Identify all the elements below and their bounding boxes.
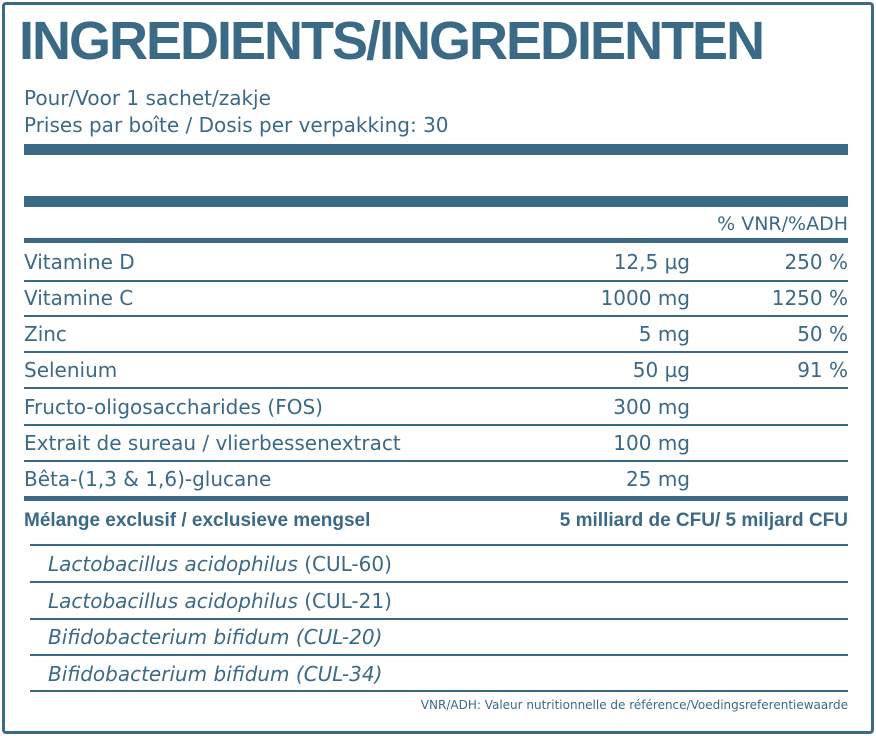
nutrient-pct: 91 % — [797, 358, 848, 382]
nutrient-name: Vitamine D — [24, 250, 135, 274]
strain-code: (CUL-21) — [297, 589, 392, 613]
blend-row: Mélange exclusif / exclusieve mengsel 5 … — [24, 503, 848, 539]
row-divider — [30, 690, 848, 692]
table-row: Selenium 50 µg 91 % — [24, 352, 848, 388]
label-title: INGREDIENTS/INGREDIENTEN — [19, 11, 765, 71]
divider-blend — [24, 496, 848, 501]
row-divider — [24, 460, 848, 462]
row-divider — [24, 315, 848, 317]
strain-row: Lactobacillus acidophilus (CUL-60) — [24, 546, 848, 582]
row-divider — [24, 351, 848, 353]
strain-species: Bifidobacterium bifidum (CUL-20) — [48, 625, 383, 649]
column-header-vnr: % VNR/%ADH — [717, 213, 848, 235]
table-row: Vitamine C 1000 mg 1250 % — [24, 280, 848, 316]
blend-amount: 5 milliard de CFU/ 5 miljard CFU — [559, 510, 848, 531]
strain-species: Lactobacillus acidophilus — [48, 589, 298, 613]
strain-code: (CUL-60) — [297, 552, 392, 576]
strain-row: Bifidobacterium bifidum (CUL-34) — [24, 656, 848, 692]
footnote: VNR/ADH: Valeur nutritionnelle de référe… — [420, 698, 848, 712]
nutrient-amount: 12,5 µg — [613, 250, 690, 274]
strain-species: Bifidobacterium bifidum (CUL-34) — [48, 662, 383, 686]
row-divider — [30, 581, 848, 583]
strain-name: Lactobacillus acidophilus (CUL-21) — [48, 583, 392, 619]
row-divider — [30, 618, 848, 620]
nutrient-amount: 100 mg — [613, 431, 690, 455]
nutrient-amount: 50 µg — [632, 358, 690, 382]
strain-name: Bifidobacterium bifidum (CUL-20) — [48, 619, 382, 655]
nutrient-name: Selenium — [24, 358, 118, 382]
nutrient-name: Vitamine C — [24, 286, 134, 310]
table-row: Zinc 5 mg 50 % — [24, 316, 848, 352]
nutrient-name: Extrait de sureau / vlierbessenextract — [24, 431, 401, 455]
nutrient-name: Fructo-oligosaccharides (FOS) — [24, 395, 323, 419]
nutrient-pct: 50 % — [797, 322, 848, 346]
strain-row: Bifidobacterium bifidum (CUL-20) — [24, 619, 848, 655]
nutrient-pct: 1250 % — [771, 286, 848, 310]
divider-thick-table — [24, 196, 848, 207]
row-divider — [30, 544, 848, 546]
strain-name: Lactobacillus acidophilus (CUL-60) — [48, 546, 392, 582]
servings-per-box: Prises par boîte / Dosis per verpakking:… — [24, 113, 449, 137]
divider-header — [24, 238, 848, 243]
table-row: Extrait de sureau / vlierbessenextract 1… — [24, 425, 848, 461]
serving-size: Pour/Voor 1 sachet/zakje — [24, 86, 271, 110]
strain-name: Bifidobacterium bifidum (CUL-34) — [48, 656, 382, 692]
divider-thick-top — [24, 144, 848, 155]
table-row: Fructo-oligosaccharides (FOS) 300 mg — [24, 389, 848, 425]
nutrient-amount: 300 mg — [613, 395, 690, 419]
strain-species: Lactobacillus acidophilus — [48, 552, 298, 576]
nutrient-amount: 1000 mg — [600, 286, 690, 310]
row-divider — [24, 424, 848, 426]
nutrient-name: Bêta-(1,3 & 1,6)-glucane — [24, 467, 272, 491]
nutrient-name: Zinc — [24, 322, 67, 346]
nutrient-amount: 25 mg — [626, 467, 690, 491]
nutrient-amount: 5 mg — [638, 322, 690, 346]
table-row: Vitamine D 12,5 µg 250 % — [24, 244, 848, 280]
row-divider — [24, 387, 848, 389]
row-divider — [30, 654, 848, 656]
nutrient-pct: 250 % — [784, 250, 848, 274]
table-row: Bêta-(1,3 & 1,6)-glucane 25 mg — [24, 461, 848, 497]
blend-name: Mélange exclusif / exclusieve mengsel — [24, 510, 371, 531]
row-divider — [24, 280, 848, 282]
strain-row: Lactobacillus acidophilus (CUL-21) — [24, 583, 848, 619]
